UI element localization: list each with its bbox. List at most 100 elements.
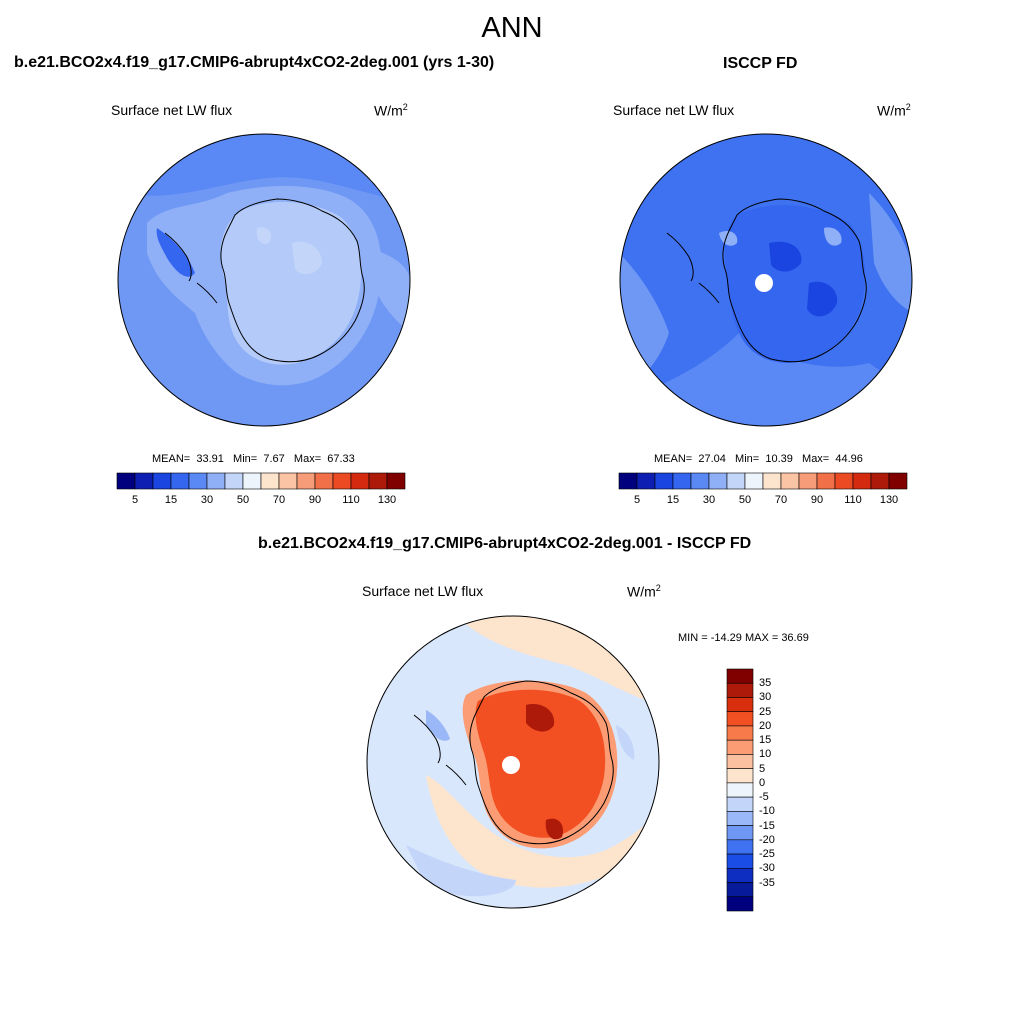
colorbar-swatch [188,472,208,490]
colorbar-swatch [726,668,754,684]
colorbar-swatch [296,472,316,490]
colorbar-swatch [726,725,754,741]
colorbar-tick-label: 35 [759,677,772,690]
colorbar-tick-label: 15 [666,494,680,506]
colorbar-swatch [726,867,754,883]
stats-model: MEAN= 33.91 Min= 7.67 Max= 67.33 [152,453,355,465]
colorbar-swatch [170,472,190,490]
colorbar-swatch [726,697,754,713]
variable-label-model: Surface net LW flux [111,102,233,118]
missing-data-pole [502,756,520,774]
colorbar-tick-label: 110 [844,494,862,506]
colorbar-tick-label: 0 [759,776,766,789]
colorbar-swatch [870,472,890,490]
colorbar-tick-label: 90 [308,494,322,506]
peninsula-field [156,228,195,277]
colorbar-swatch [708,472,728,490]
colorbar-swatch [368,472,388,490]
colorbar-tick-label: 110 [342,494,360,506]
colorbar-swatch [242,472,262,490]
colorbar-tick-label: -25 [759,848,775,861]
colorbar-swatch [744,472,764,490]
colorbar-swatch [636,472,656,490]
colorbar-swatch [726,796,754,812]
hot-field [475,689,606,838]
warm-field [426,775,659,888]
page-title: ANN [481,12,543,44]
colorbar-swatch [260,472,280,490]
panel-title-model: b.e21.BCO2x4.f19_g17.CMIP6-abrupt4xCO2-2… [14,54,495,71]
colorbar-tick-label: 130 [377,494,397,506]
colorbar-tick-label: -30 [759,862,775,875]
colorbar-swatch [314,472,334,490]
units-label-obs: W/m2 [877,102,911,119]
colorbar-tick-label: 10 [759,748,772,761]
colorbar-swatch [672,472,692,490]
colorbar-swatch [224,472,244,490]
antarctica-field [220,202,362,365]
colorbar-ticks-obs: 5 15 30 50 70 90 110 130 [619,494,907,508]
colorbar-tick-label: -15 [759,819,775,832]
panel-title-diff: b.e21.BCO2x4.f19_g17.CMIP6-abrupt4xCO2-2… [258,535,752,552]
colorbar-swatch [350,472,370,490]
colorbar-swatch [726,896,754,912]
colorbar-tick-label: 15 [164,494,178,506]
colorbar-ticks-diff: 35 30 25 20 15 10 5 0 -5 -10 -15 -20 -25 -30 -35 [759,669,799,911]
colorbar-diff [726,668,754,912]
colorbar-ticks-model: 5 15 30 50 70 90 110 130 [117,494,405,508]
colorbar-tick-label: 30 [702,494,716,506]
colorbar-swatch [152,472,172,490]
colorbar-swatch [726,682,754,698]
colorbar-tick-label: 130 [879,494,899,506]
max-field [545,818,564,840]
colorbar-tick-label: -35 [759,876,775,889]
colorbar-tick-label: 20 [759,719,772,732]
colorbar-tick-label: -20 [759,833,775,846]
colorbar-swatch [278,472,298,490]
colorbar-swatch [134,472,154,490]
colorbar-swatch [654,472,674,490]
polar-map-model [117,133,411,427]
colorbar-swatch [726,754,754,769]
colorbar-swatch [780,472,800,490]
colorbar-tick-label: 5 [759,762,766,775]
stats-obs: MEAN= 27.04 Min= 10.39 Max= 44.96 [654,453,863,465]
units-label-model: W/m2 [374,102,408,119]
colorbar-swatch [206,472,226,490]
colorbar-swatch [834,472,854,490]
colorbar-swatch [816,472,836,490]
colorbar-swatch [852,472,872,490]
colorbar-swatch [726,768,754,784]
colorbar-swatch [726,853,754,869]
colorbar-tick-label: 25 [759,705,772,718]
colorbar-tick-label: 5 [633,494,641,506]
polar-map-obs [619,133,913,427]
polar-map-diff [366,615,660,909]
colorbar-swatch [726,711,754,727]
max-field [526,704,555,732]
missing-data-pole [755,274,773,292]
colorbar-swatch [762,472,782,490]
colorbar-tick-label: 30 [759,691,772,704]
colorbar-swatch [726,472,746,490]
colorbar-swatch [618,472,638,490]
colorbar-tick-label: 50 [738,494,752,506]
colorbar-swatch [116,472,136,490]
colorbar-swatch [726,782,754,798]
colorbar-swatch [386,472,406,490]
colorbar-swatch [726,839,754,855]
colorbar-obs [618,472,908,490]
colorbar-swatch [888,472,908,490]
units-label-diff: W/m2 [627,583,661,600]
colorbar-swatch [726,882,754,898]
colorbar-swatch [726,811,754,826]
colorbar-tick-label: 90 [810,494,824,506]
colorbar-swatch [726,739,754,755]
variable-label-obs: Surface net LW flux [613,102,735,118]
colorbar-swatch [726,825,754,841]
colorbar-tick-label: 30 [200,494,214,506]
colorbar-tick-label: 70 [774,494,788,506]
colorbar-swatch [332,472,352,490]
colorbar-tick-label: 5 [131,494,139,506]
colorbar-swatch [690,472,710,490]
